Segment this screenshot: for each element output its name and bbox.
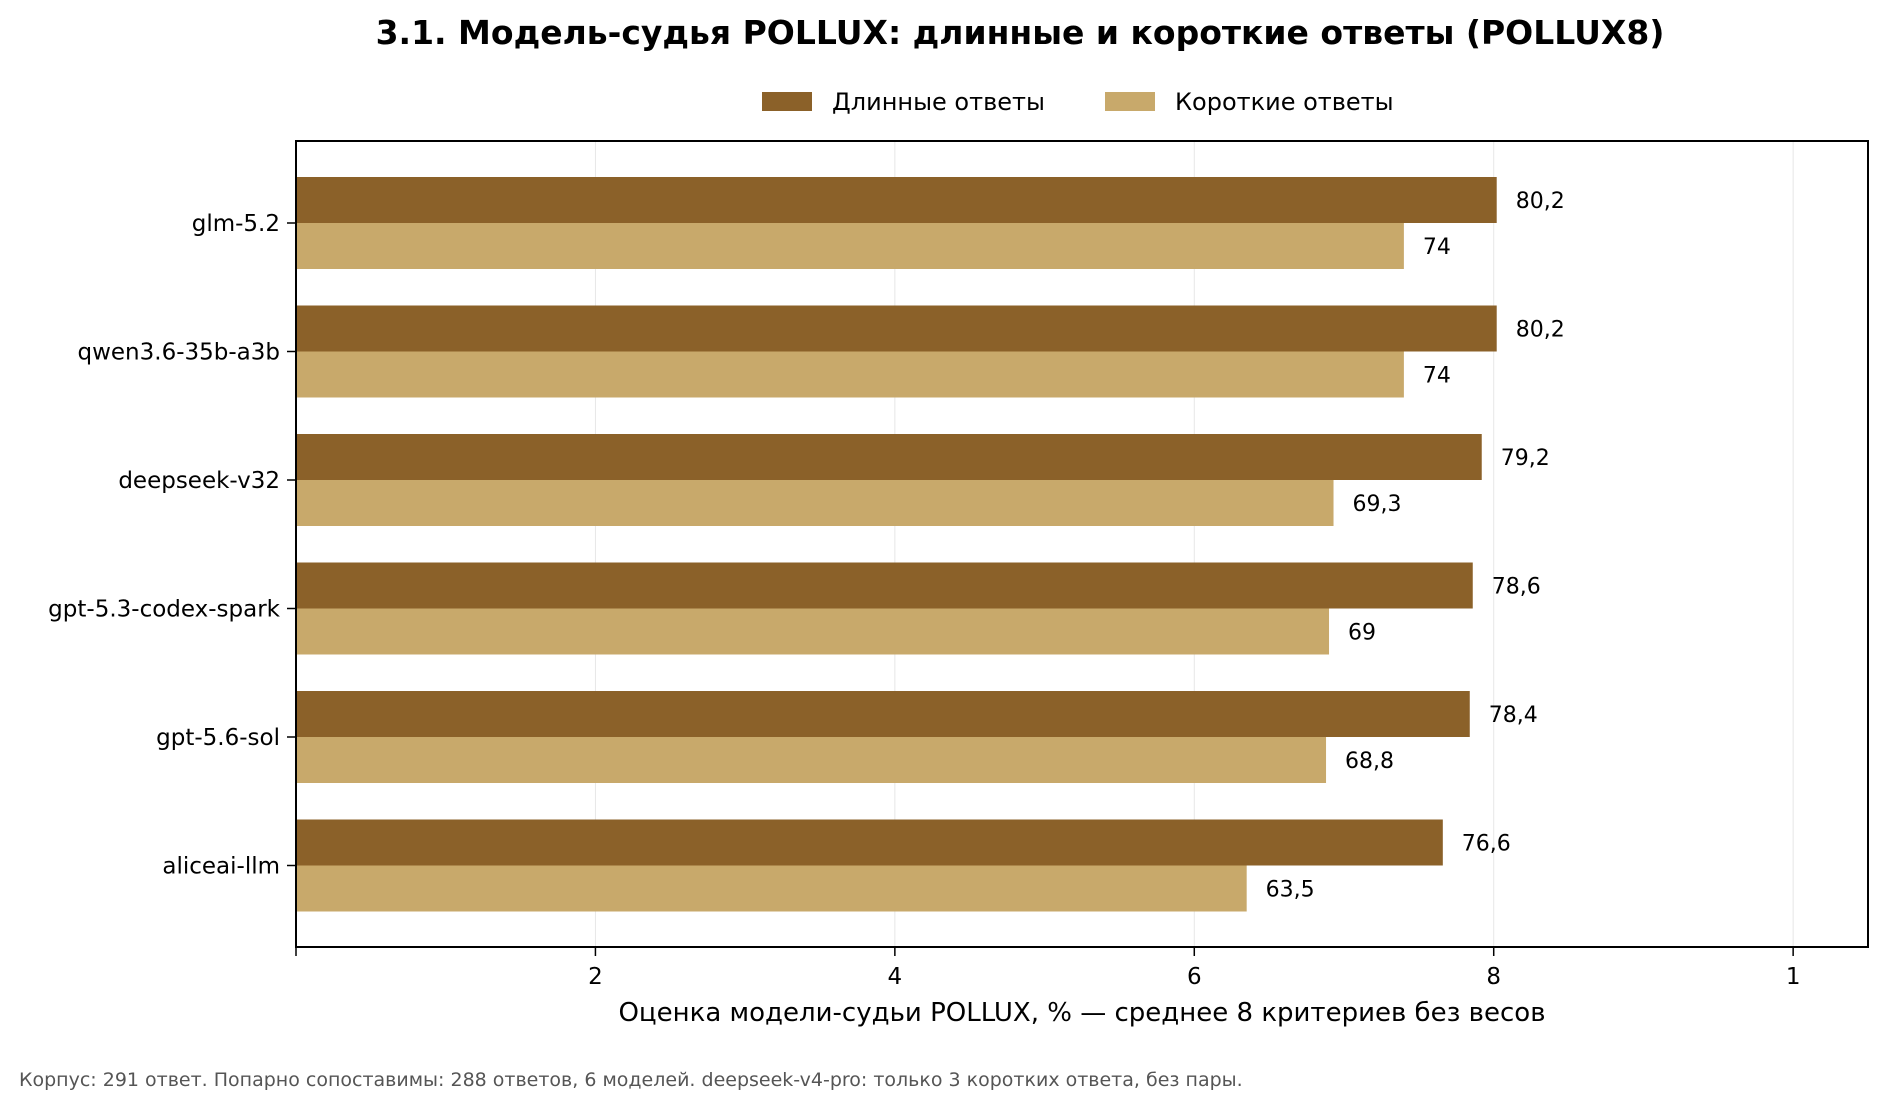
bar-label-short: 68,8 [1345,749,1394,774]
bar-label-short: 74 [1423,364,1451,389]
x-tick-label: 8 [1486,964,1501,990]
x-tick-label: 1 [1786,964,1801,990]
category-label: gpt-5.3-codex-spark [48,597,281,623]
bar-short [296,351,1404,398]
bar-short [296,480,1334,526]
bar-label-long: 79,2 [1501,446,1550,471]
category-label: deepseek-v32 [118,468,280,494]
bar-label-short: 63,5 [1266,878,1315,903]
bar-label-long: 78,4 [1489,703,1538,728]
grid-lines [594,141,1794,947]
bar-short [296,737,1327,783]
plot-frame [295,140,1869,948]
bar-label-short: 69 [1348,621,1376,646]
x-axis-label: Оценка модели-судьи POLLUX, % — среднее … [618,998,1545,1028]
x-tick-label: 6 [1187,964,1202,990]
legend-label-short: Короткие ответы [1175,88,1394,116]
category-label: glm-5.2 [192,211,280,237]
legend-swatch-long [762,92,812,111]
bars: 80,2 74 80,2 74 79,2 69,3 78,6 69 78,4 68,8 76,6 63… [296,177,1565,912]
bar-short [296,608,1330,655]
bar-long [296,819,1443,866]
chart-title: 3.1. Модель-судья POLLUX: длинные и коро… [376,13,1665,52]
bar-short [296,865,1247,912]
footnote: Корпус: 291 ответ. Попарно сопоставимы: … [19,1069,1243,1091]
bar-long [296,434,1482,480]
bar-label-long: 76,6 [1462,832,1511,857]
bar-long [296,562,1473,609]
legend: Длинные ответы Короткие ответы [762,88,1394,116]
bar-long [296,177,1497,223]
bar-label-long: 78,6 [1492,575,1541,600]
category-label: qwen3.6-35b-a3b [77,340,280,366]
category-label: gpt-5.6-sol [156,725,280,751]
bar-label-long: 80,2 [1516,189,1565,214]
legend-swatch-short [1105,92,1155,111]
category-label: aliceai-llm [162,854,280,880]
bar-short [296,223,1404,269]
x-ticks: 2 4 6 8 1 [295,947,1801,990]
x-tick-label: 4 [888,964,903,990]
bar-label-short: 69,3 [1353,492,1402,517]
bar-label-short: 74 [1423,235,1451,260]
bar-long [296,691,1470,737]
bar-label-long: 80,2 [1516,318,1565,343]
bar-long [296,305,1497,352]
legend-label-long: Длинные ответы [832,88,1045,116]
x-tick-label: 2 [588,964,603,990]
category-labels: glm-5.2 qwen3.6-35b-a3b deepseek-v32 gpt-5.… [48,211,296,880]
